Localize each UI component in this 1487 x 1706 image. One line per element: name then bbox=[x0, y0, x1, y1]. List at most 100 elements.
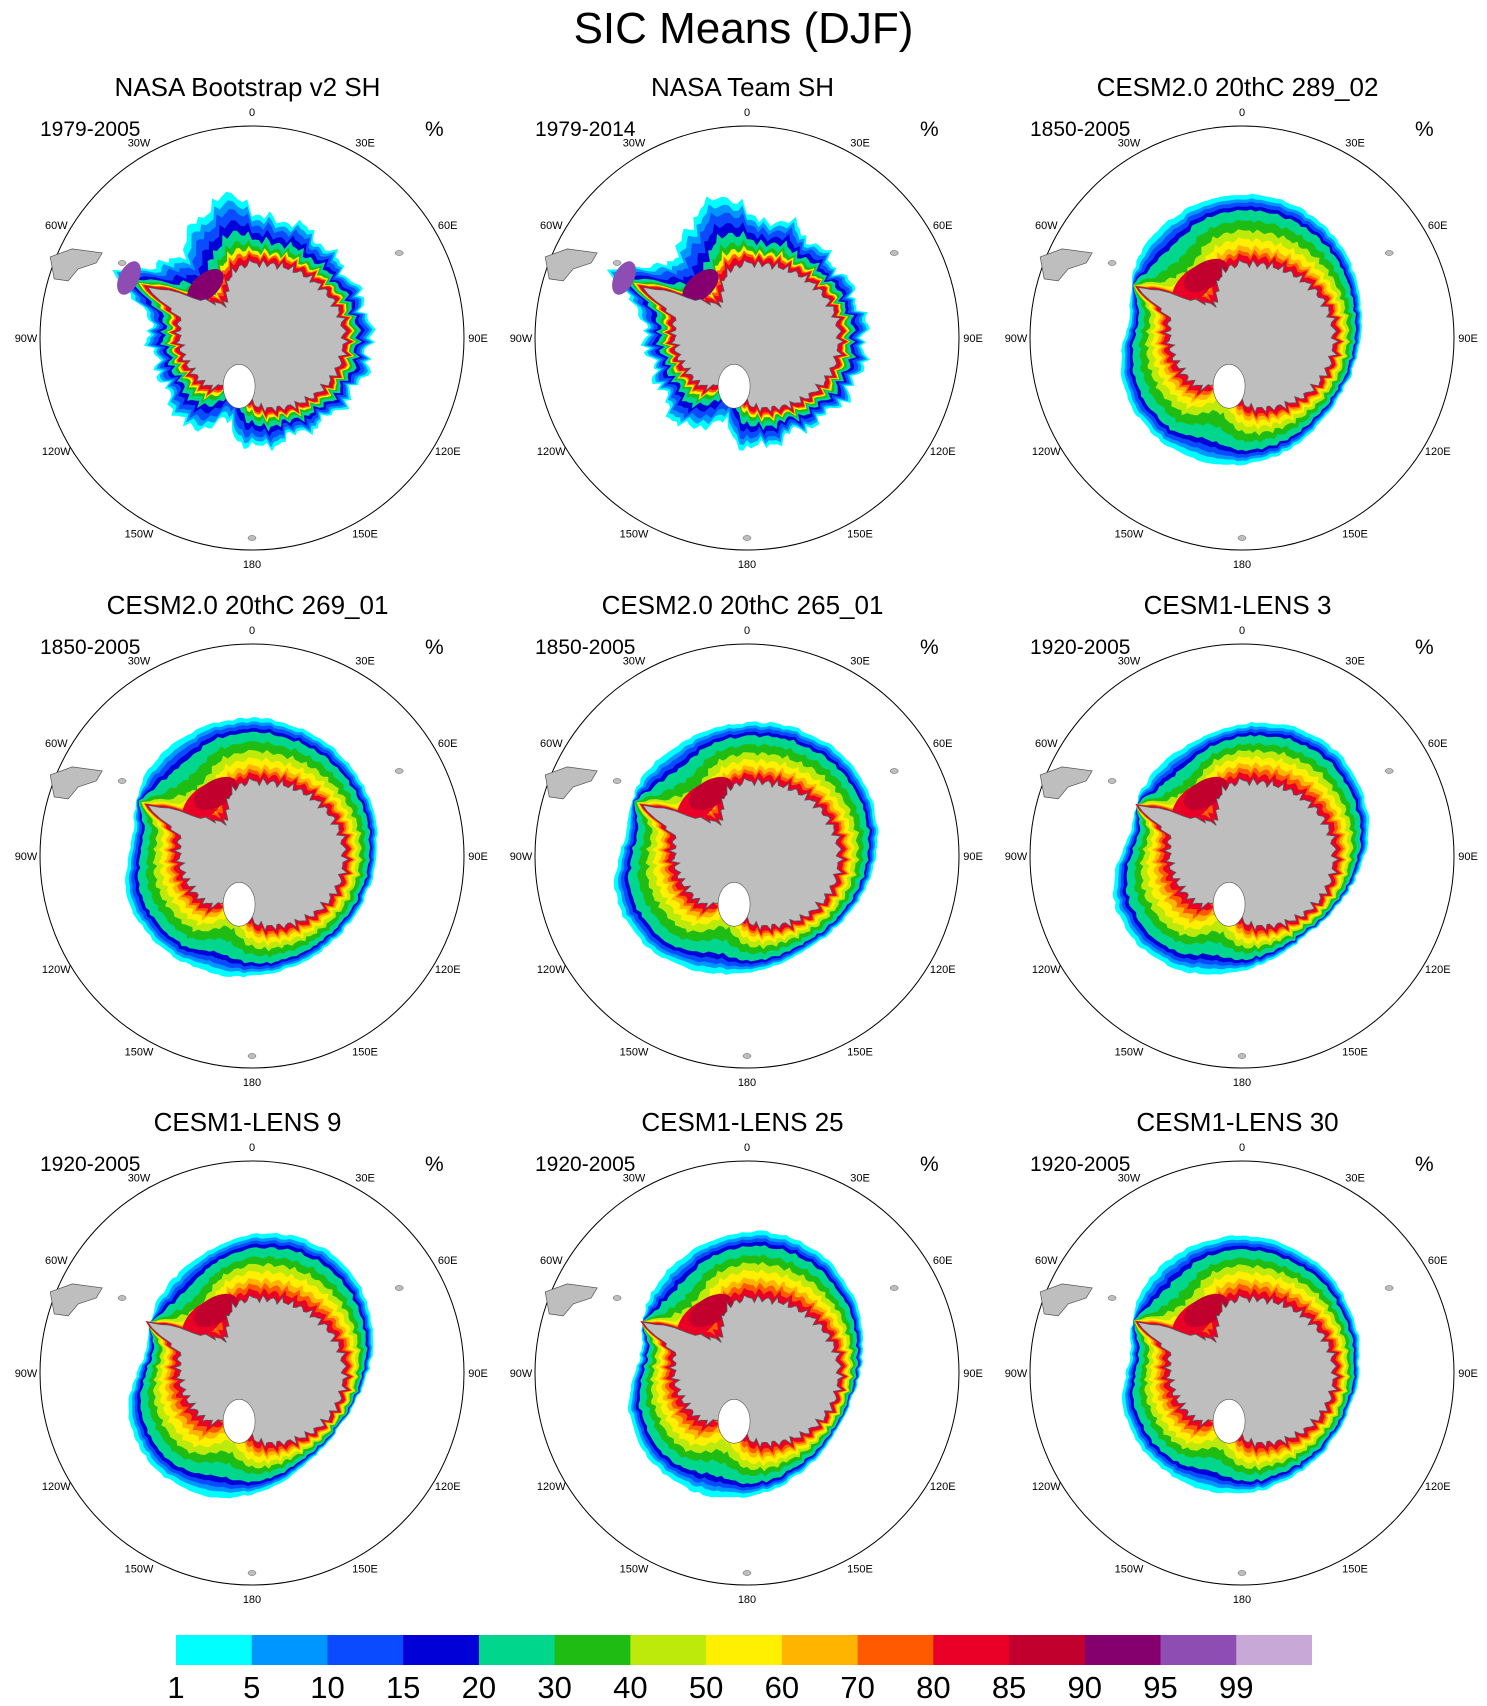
panel-period: 1850-2005 bbox=[1030, 118, 1131, 141]
longitude-label: 150E bbox=[1342, 529, 1368, 541]
colorbar-swatch bbox=[781, 1635, 859, 1665]
south-america-landmass bbox=[1039, 766, 1093, 800]
longitude-label: 120E bbox=[1425, 446, 1451, 458]
island bbox=[247, 1570, 257, 1576]
longitude-label: 180 bbox=[243, 1077, 261, 1089]
longitude-label: 0 bbox=[249, 625, 255, 637]
longitude-label: 90W bbox=[15, 851, 38, 863]
colorbar-tick-label: 1 bbox=[167, 1670, 185, 1705]
colorbar-swatch bbox=[1009, 1635, 1086, 1665]
longitude-label: 60W bbox=[45, 738, 68, 750]
longitude-label: 150W bbox=[125, 529, 154, 541]
longitude-label: 60W bbox=[1035, 738, 1058, 750]
longitude-label: 0 bbox=[1239, 1142, 1245, 1154]
longitude-label: 30W bbox=[1118, 655, 1141, 667]
longitude-label: 120W bbox=[537, 446, 566, 458]
island bbox=[1237, 1570, 1247, 1576]
island bbox=[117, 778, 127, 784]
south-america-landmass bbox=[544, 766, 598, 800]
longitude-label: 60E bbox=[933, 1255, 953, 1267]
island bbox=[742, 1570, 752, 1576]
longitude-label: 180 bbox=[1233, 1077, 1251, 1089]
island bbox=[117, 1295, 127, 1301]
colorbar-tick-label: 15 bbox=[385, 1670, 421, 1705]
longitude-label: 150W bbox=[125, 1047, 154, 1059]
island bbox=[889, 250, 899, 256]
colorbar-swatch bbox=[176, 1635, 253, 1665]
colorbar-labels: 1 5 10 15 20 30 40 50 60 70 80 85 90 95 99 bbox=[0, 1670, 1487, 1705]
longitude-label: 60E bbox=[438, 220, 458, 232]
longitude-label: 30W bbox=[1118, 137, 1141, 149]
longitude-label: 90W bbox=[15, 333, 38, 345]
map-panel-cesm2-265-01: 0 30E 60E 90E 120E 150E 180 150W 120W 90W 60W 30W C… bbox=[495, 590, 990, 1110]
map-panel-cesm1-lens-25: 0 30E 60E 90E 120E 150E 180 150W 120W 90W 60W 30W C… bbox=[495, 1107, 990, 1627]
longitude-label: 90E bbox=[1458, 1368, 1478, 1380]
colorbar-tick-label: 5 bbox=[243, 1670, 261, 1705]
longitude-label: 120W bbox=[42, 1481, 71, 1493]
longitude-label: 150E bbox=[847, 1564, 873, 1576]
island bbox=[1384, 768, 1394, 774]
panel-title: NASA Team SH bbox=[650, 72, 835, 102]
map-panel-nasa-team: 0 30E 60E 90E 120E 150E 180 150W 120W 90W 60W 30W N… bbox=[495, 72, 990, 592]
ross-ice-shelf bbox=[717, 1398, 751, 1444]
longitude-label: 60W bbox=[45, 1255, 68, 1267]
longitude-label: 120W bbox=[1032, 1481, 1061, 1493]
longitude-label: 90W bbox=[1005, 333, 1028, 345]
colorbar-tick-label: 90 bbox=[1067, 1670, 1103, 1705]
longitude-label: 30W bbox=[128, 655, 151, 667]
panel-unit: % bbox=[1415, 1153, 1434, 1176]
longitude-label: 90E bbox=[963, 851, 983, 863]
sic-pocket bbox=[1183, 1293, 1228, 1327]
longitude-label: 90E bbox=[1458, 851, 1478, 863]
longitude-label: 0 bbox=[744, 1142, 750, 1154]
south-america-landmass bbox=[544, 1283, 598, 1317]
longitude-label: 0 bbox=[249, 107, 255, 119]
longitude-label: 30E bbox=[355, 137, 375, 149]
colorbar-tick-label: 10 bbox=[310, 1670, 345, 1705]
longitude-label: 0 bbox=[1239, 625, 1245, 637]
longitude-label: 30E bbox=[355, 1172, 375, 1184]
longitude-label: 30E bbox=[850, 1172, 870, 1184]
south-america-landmass bbox=[1039, 1283, 1093, 1317]
longitude-label: 150E bbox=[352, 529, 378, 541]
longitude-label: 0 bbox=[1239, 107, 1245, 119]
ross-ice-shelf bbox=[1212, 881, 1246, 927]
colorbar-tick-label: 40 bbox=[613, 1670, 648, 1705]
longitude-label: 150W bbox=[1115, 529, 1144, 541]
panel-unit: % bbox=[1415, 636, 1434, 659]
longitude-label: 60E bbox=[438, 1255, 458, 1267]
longitude-label: 60E bbox=[1428, 738, 1448, 750]
longitude-label: 60E bbox=[1428, 220, 1448, 232]
longitude-label: 30W bbox=[128, 1172, 151, 1184]
longitude-label: 60E bbox=[1428, 1255, 1448, 1267]
island bbox=[742, 1053, 752, 1059]
panel-unit: % bbox=[920, 118, 939, 141]
longitude-label: 60W bbox=[1035, 1255, 1058, 1267]
island bbox=[1237, 535, 1247, 541]
colorbar-tick-label: 80 bbox=[916, 1670, 951, 1705]
polar-map: 0 30E 60E 90E 120E 150E 180 150W 120W 90W 60W 30W bbox=[1005, 1142, 1478, 1606]
sic-pocket bbox=[187, 269, 224, 304]
longitude-label: 180 bbox=[738, 1077, 756, 1089]
panel-unit: % bbox=[920, 636, 939, 659]
longitude-label: 150E bbox=[847, 1047, 873, 1059]
sic-pocket bbox=[688, 776, 733, 810]
colorbar-tick-label: 99 bbox=[1219, 1670, 1254, 1705]
colorbar-swatch bbox=[403, 1635, 480, 1665]
island bbox=[394, 250, 404, 256]
longitude-label: 90E bbox=[1458, 333, 1478, 345]
longitude-label: 30W bbox=[128, 137, 151, 149]
map-panel-cesm1-lens-3: 0 30E 60E 90E 120E 150E 180 150W 120W 90W 60W 30W C… bbox=[990, 590, 1485, 1110]
colorbar-swatch bbox=[1236, 1635, 1312, 1665]
longitude-label: 180 bbox=[243, 559, 261, 571]
island bbox=[1107, 1295, 1117, 1301]
island bbox=[612, 1295, 622, 1301]
polar-map: 0 30E 60E 90E 120E 150E 180 150W 120W 90W 60W 30W bbox=[15, 625, 488, 1089]
longitude-label: 90W bbox=[510, 1368, 533, 1380]
colorbar-swatch bbox=[857, 1635, 934, 1665]
longitude-label: 90E bbox=[963, 1368, 983, 1380]
island bbox=[1107, 260, 1117, 266]
longitude-label: 90W bbox=[510, 851, 533, 863]
longitude-label: 30W bbox=[623, 655, 646, 667]
longitude-label: 180 bbox=[738, 559, 756, 571]
